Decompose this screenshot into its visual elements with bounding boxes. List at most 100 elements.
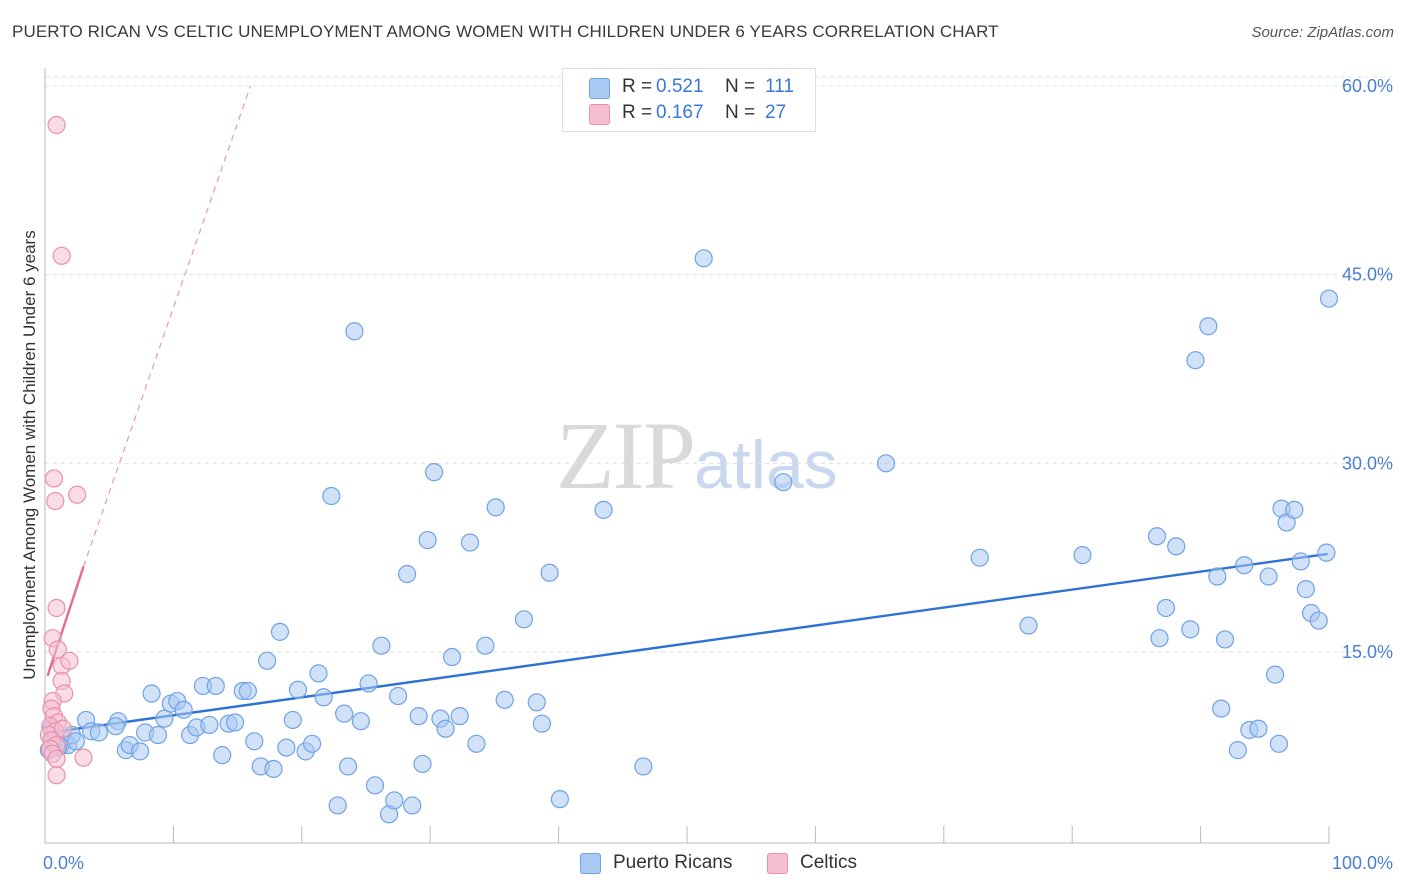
point-puerto-rican bbox=[89, 723, 109, 742]
point-puerto-rican bbox=[277, 738, 296, 757]
trend-line-puerto-ricans bbox=[49, 552, 1328, 734]
legend-n-value: 111 bbox=[765, 76, 794, 97]
legend-n-label: N = bbox=[725, 76, 756, 97]
point-puerto-rican bbox=[1167, 537, 1186, 556]
y-tick-label: 45.0% bbox=[1342, 265, 1393, 285]
y-tick-label: 30.0% bbox=[1342, 453, 1393, 473]
point-puerto-rican bbox=[527, 693, 546, 712]
point-puerto-rican bbox=[1285, 500, 1304, 519]
tick-labels: 15.0% 30.0% 45.0% 60.0% 0.0% 100.0% bbox=[43, 76, 1393, 873]
legend-n-label: N = bbox=[725, 102, 756, 123]
point-puerto-rican bbox=[1249, 719, 1268, 738]
x-tick-label-max: 100.0% bbox=[1332, 853, 1393, 873]
point-puerto-rican bbox=[365, 776, 385, 795]
point-puerto-rican bbox=[1212, 699, 1231, 718]
point-puerto-rican bbox=[245, 732, 264, 751]
point-celtic bbox=[67, 485, 87, 504]
point-puerto-rican bbox=[403, 796, 422, 815]
point-puerto-rican bbox=[409, 707, 428, 726]
watermark-atlas: atlas bbox=[694, 427, 838, 503]
data-points bbox=[39, 115, 1339, 824]
trend-line-celtics bbox=[46, 566, 85, 677]
series-celtics bbox=[39, 115, 93, 785]
correlation-legend: R = 0.521 N = 111 R = 0.167 N = 27 bbox=[562, 68, 816, 132]
point-puerto-rican bbox=[1199, 317, 1218, 336]
point-celtic bbox=[53, 719, 73, 738]
chart-title: PUERTO RICAN VS CELTIC UNEMPLOYMENT AMON… bbox=[12, 22, 999, 41]
point-puerto-rican bbox=[155, 709, 174, 728]
point-puerto-rican bbox=[876, 454, 896, 473]
bottom-legend-swatch-puerto-ricans bbox=[580, 853, 601, 874]
bottom-legend-label: Celtics bbox=[800, 852, 858, 873]
trend-extension-celtics bbox=[82, 85, 252, 567]
point-puerto-rican bbox=[130, 742, 150, 761]
point-puerto-rican bbox=[1259, 567, 1278, 586]
point-puerto-rican bbox=[1228, 741, 1247, 760]
point-puerto-rican bbox=[200, 715, 219, 735]
point-puerto-rican bbox=[1215, 630, 1235, 649]
point-puerto-rican bbox=[288, 680, 308, 699]
legend-swatch-puerto-ricans bbox=[589, 78, 610, 99]
point-puerto-rican bbox=[1265, 665, 1285, 684]
point-puerto-rican bbox=[413, 754, 432, 774]
point-puerto-rican bbox=[970, 548, 989, 567]
point-puerto-rican bbox=[495, 690, 514, 709]
bottom-legend-label: Puerto Ricans bbox=[613, 852, 733, 873]
x-tick-label-min: 0.0% bbox=[43, 853, 84, 873]
point-puerto-rican bbox=[335, 704, 354, 723]
point-puerto-rican bbox=[1147, 527, 1167, 546]
legend-r-label: R = bbox=[622, 76, 653, 97]
point-puerto-rican bbox=[142, 684, 161, 703]
legend-swatch-celtics bbox=[589, 104, 610, 125]
y-tick-label: 15.0% bbox=[1342, 642, 1393, 662]
point-puerto-rican bbox=[66, 732, 85, 751]
legend-r-label: R = bbox=[622, 102, 653, 123]
point-puerto-rican bbox=[1186, 351, 1205, 370]
point-celtic bbox=[47, 115, 66, 135]
point-puerto-rican bbox=[774, 473, 793, 492]
point-puerto-rican bbox=[467, 734, 486, 753]
point-puerto-rican bbox=[270, 622, 290, 641]
point-puerto-rican bbox=[309, 664, 328, 683]
point-puerto-rican bbox=[174, 700, 193, 719]
point-puerto-rican bbox=[283, 710, 302, 730]
point-puerto-rican bbox=[322, 486, 341, 506]
point-puerto-rican bbox=[397, 564, 417, 584]
point-puerto-rican bbox=[302, 734, 322, 753]
point-celtic bbox=[47, 749, 66, 769]
point-puerto-rican bbox=[442, 647, 462, 667]
legend-n-value: 27 bbox=[765, 102, 787, 123]
point-puerto-rican bbox=[514, 610, 534, 629]
point-celtic bbox=[47, 766, 66, 785]
point-puerto-rican bbox=[213, 746, 232, 765]
watermark: ZIPatlas bbox=[556, 400, 838, 511]
source-label: Source: ZipAtlas.com bbox=[1251, 24, 1394, 41]
point-puerto-rican bbox=[258, 651, 277, 670]
point-puerto-rican bbox=[1319, 289, 1339, 308]
point-puerto-rican bbox=[1309, 611, 1328, 630]
point-puerto-rican bbox=[1208, 567, 1227, 586]
point-puerto-rican bbox=[476, 636, 495, 655]
point-puerto-rican bbox=[460, 533, 480, 552]
point-puerto-rican bbox=[328, 796, 347, 815]
point-puerto-rican bbox=[424, 463, 444, 482]
point-puerto-rican bbox=[418, 530, 437, 550]
series-puerto-ricans bbox=[39, 249, 1339, 824]
point-puerto-rican bbox=[694, 249, 713, 268]
point-puerto-rican bbox=[634, 757, 653, 776]
point-puerto-rican bbox=[206, 676, 225, 696]
point-puerto-rican bbox=[359, 674, 378, 693]
point-puerto-rican bbox=[1019, 616, 1038, 635]
point-puerto-rican bbox=[1181, 620, 1200, 639]
point-puerto-rican bbox=[1317, 543, 1336, 562]
point-puerto-rican bbox=[1235, 556, 1254, 575]
point-puerto-rican bbox=[1296, 580, 1315, 599]
point-puerto-rican bbox=[594, 500, 613, 519]
point-puerto-rican bbox=[238, 681, 257, 701]
point-puerto-rican bbox=[550, 790, 569, 809]
point-puerto-rican bbox=[225, 713, 245, 732]
legend-r-value: 0.167 bbox=[656, 102, 704, 123]
point-puerto-rican bbox=[345, 322, 364, 341]
point-puerto-rican bbox=[351, 712, 370, 731]
